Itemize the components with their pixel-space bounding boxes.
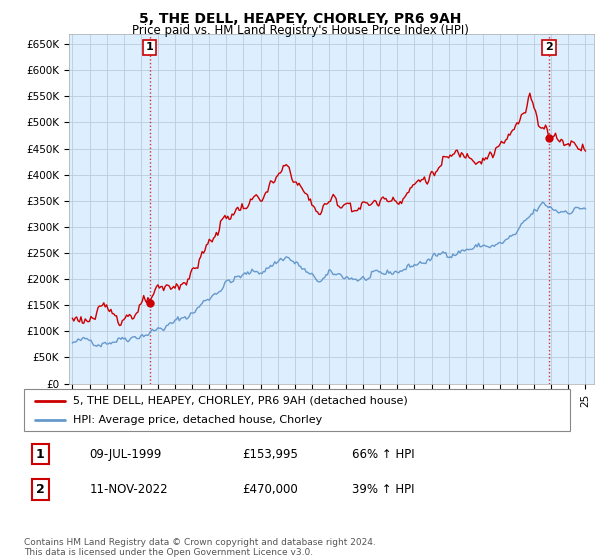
Text: £153,995: £153,995 [242,447,298,461]
Text: 11-NOV-2022: 11-NOV-2022 [89,483,168,496]
Text: 5, THE DELL, HEAPEY, CHORLEY, PR6 9AH: 5, THE DELL, HEAPEY, CHORLEY, PR6 9AH [139,12,461,26]
Text: 2: 2 [545,43,553,52]
Text: 39% ↑ HPI: 39% ↑ HPI [352,483,414,496]
Text: HPI: Average price, detached house, Chorley: HPI: Average price, detached house, Chor… [73,415,322,425]
Text: 66% ↑ HPI: 66% ↑ HPI [352,447,414,461]
Text: Contains HM Land Registry data © Crown copyright and database right 2024.
This d: Contains HM Land Registry data © Crown c… [24,538,376,557]
Text: £470,000: £470,000 [242,483,298,496]
Text: 5, THE DELL, HEAPEY, CHORLEY, PR6 9AH (detached house): 5, THE DELL, HEAPEY, CHORLEY, PR6 9AH (d… [73,395,408,405]
Text: 1: 1 [146,43,154,52]
Text: 2: 2 [36,483,45,496]
Text: Price paid vs. HM Land Registry's House Price Index (HPI): Price paid vs. HM Land Registry's House … [131,24,469,37]
FancyBboxPatch shape [24,389,570,431]
Text: 1: 1 [36,447,45,461]
Text: 09-JUL-1999: 09-JUL-1999 [89,447,162,461]
